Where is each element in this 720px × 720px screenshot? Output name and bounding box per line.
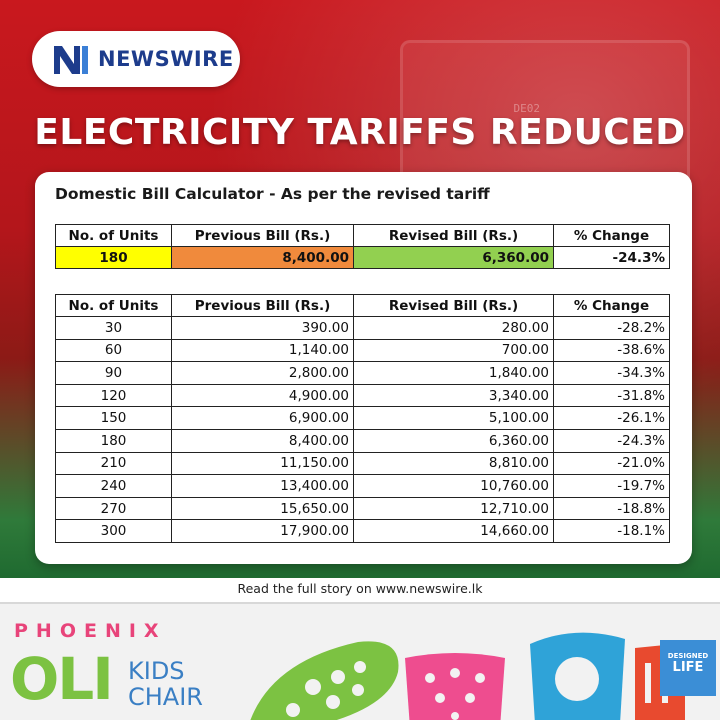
cell-units: 60 [55, 338, 172, 363]
newswire-logo-icon [54, 46, 88, 74]
cell-units: 210 [55, 451, 172, 476]
header-units: No. of Units [55, 224, 172, 247]
table-row: 60 1,140.00 700.00 -38.6% [55, 338, 670, 363]
cell-previous: 13,400.00 [171, 474, 354, 498]
electricity-meter-image [400, 40, 690, 190]
ad-product-main: OLI [10, 645, 114, 713]
cell-previous: 2,800.00 [171, 361, 354, 385]
cell-revised: 280.00 [353, 316, 554, 340]
cell-previous: 390.00 [171, 316, 354, 340]
pink-chair-icon [405, 653, 505, 720]
cell-previous: 11,150.00 [171, 451, 354, 476]
header-previous: Previous Bill (Rs.) [171, 224, 354, 247]
newswire-logo[interactable]: NEWSWIRE [32, 31, 240, 87]
summary-header-row: No. of Units Previous Bill (Rs.) Revised… [55, 224, 670, 247]
table-row: 180 8,400.00 6,360.00 -24.3% [55, 428, 670, 453]
table-row: 270 15,650.00 12,710.00 -18.8% [55, 496, 670, 521]
table-row: 30 390.00 280.00 -28.2% [55, 316, 670, 340]
cell-revised: 14,660.00 [353, 519, 554, 543]
cell-revised: 8,810.00 [353, 451, 554, 476]
table-row: 210 11,150.00 8,810.00 -21.0% [55, 451, 670, 476]
cell-units: 150 [55, 406, 172, 430]
green-chair-icon [250, 641, 399, 720]
summary-table: No. of Units Previous Bill (Rs.) Revised… [55, 224, 670, 269]
badge-line1: DESIGNED [667, 652, 709, 660]
table-row: 120 4,900.00 3,340.00 -31.8% [55, 383, 670, 408]
ad-product-line2: CHAIR [128, 683, 203, 711]
phoenix-ad-banner[interactable]: PHOENIX OLI KIDS CHAIR DESIGNED LIFE [0, 602, 720, 720]
cell-previous: 8,400.00 [171, 428, 354, 453]
cell-change: -26.1% [553, 406, 670, 430]
cell-revised: 3,340.00 [353, 383, 554, 408]
header-revised: Revised Bill (Rs.) [353, 224, 554, 247]
table-row: 150 6,900.00 5,100.00 -26.1% [55, 406, 670, 430]
cell-units: 270 [55, 496, 172, 521]
cell-change: -31.8% [553, 383, 670, 408]
ad-brand-name: PHOENIX [14, 620, 167, 642]
cell-revised: 6,360.00 [353, 428, 554, 453]
cell-previous: 4,900.00 [171, 383, 354, 408]
tariff-table: No. of Units Previous Bill (Rs.) Revised… [55, 294, 670, 543]
cell-units: 300 [55, 519, 172, 543]
cell-change: -34.3% [553, 361, 670, 385]
blue-chair-icon [530, 632, 625, 720]
cell-change: -21.0% [553, 451, 670, 476]
summary-previous: 8,400.00 [171, 246, 354, 269]
meter-label: DE02 [513, 102, 541, 115]
headline: ELECTRICITY TARIFFS REDUCED [34, 112, 686, 153]
bill-calculator-card: Domestic Bill Calculator - As per the re… [35, 172, 692, 564]
header-revised: Revised Bill (Rs.) [353, 294, 554, 317]
badge-line2: LIFE [672, 660, 704, 675]
cell-units: 240 [55, 474, 172, 498]
newswire-logo-text: NEWSWIRE [98, 47, 234, 71]
table-header-row: No. of Units Previous Bill (Rs.) Revised… [55, 294, 670, 317]
ad-product-line1: KIDS [128, 657, 185, 685]
designed-for-life-badge: DESIGNED LIFE [660, 640, 716, 696]
cell-revised: 12,710.00 [353, 496, 554, 521]
cell-change: -19.7% [553, 474, 670, 498]
cell-previous: 15,650.00 [171, 496, 354, 521]
header-change: % Change [553, 224, 670, 247]
cell-revised: 5,100.00 [353, 406, 554, 430]
ad-product-subtitle: KIDS CHAIR [128, 658, 203, 710]
cell-change: -18.1% [553, 519, 670, 543]
cell-change: -18.8% [553, 496, 670, 521]
summary-row: 180 8,400.00 6,360.00 -24.3% [55, 246, 670, 269]
cell-change: -28.2% [553, 316, 670, 340]
cell-units: 30 [55, 316, 172, 340]
cell-change: -38.6% [553, 338, 670, 363]
table-row: 300 17,900.00 14,660.00 -18.1% [55, 519, 670, 543]
cell-previous: 6,900.00 [171, 406, 354, 430]
card-title: Domestic Bill Calculator - As per the re… [55, 185, 490, 203]
cell-previous: 17,900.00 [171, 519, 354, 543]
table-row: 90 2,800.00 1,840.00 -34.3% [55, 361, 670, 385]
table-row: 240 13,400.00 10,760.00 -19.7% [55, 474, 670, 498]
header-previous: Previous Bill (Rs.) [171, 294, 354, 317]
cell-revised: 1,840.00 [353, 361, 554, 385]
cell-revised: 700.00 [353, 338, 554, 363]
cell-units: 90 [55, 361, 172, 385]
summary-revised: 6,360.00 [353, 246, 554, 269]
header-units: No. of Units [55, 294, 172, 317]
cell-change: -24.3% [553, 428, 670, 453]
cell-revised: 10,760.00 [353, 474, 554, 498]
summary-change: -24.3% [553, 246, 670, 269]
hero-background: DE02 NEWSWIRE ELECTRICITY TARIFFS REDUCE… [0, 0, 720, 578]
cell-units: 120 [55, 383, 172, 408]
header-change: % Change [553, 294, 670, 317]
summary-units: 180 [55, 246, 172, 269]
footer-link[interactable]: Read the full story on www.newswire.lk [0, 578, 720, 600]
cell-previous: 1,140.00 [171, 338, 354, 363]
cell-units: 180 [55, 428, 172, 453]
